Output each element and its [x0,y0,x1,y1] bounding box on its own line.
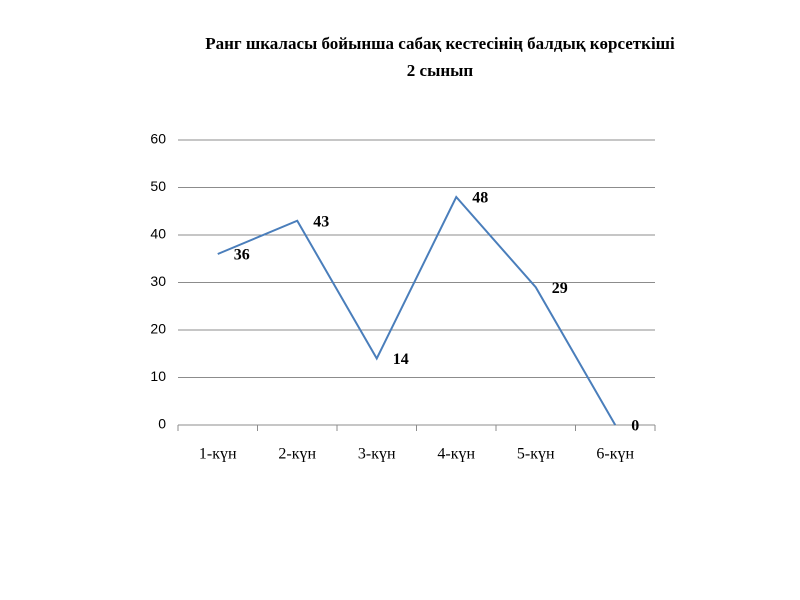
data-label: 0 [631,418,639,435]
data-line [217,195,617,426]
y-tick-label: 60 [150,131,166,147]
y-tick-label: 30 [150,273,166,289]
x-tick-label: 3-күн [358,446,396,463]
y-tick-label: 50 [150,178,166,194]
y-tick-label: 20 [150,321,166,337]
y-tick-label: 10 [150,368,166,384]
data-label: 14 [393,351,409,368]
data-label: 29 [552,280,568,297]
chart-title: Ранг шкаласы бойынша сабақ кестесінің ба… [205,34,675,53]
y-tick-label: 40 [150,226,166,242]
data-label: 36 [234,247,250,264]
y-tick-label: 0 [158,416,166,432]
data-label: 43 [313,213,329,230]
x-tick-label: 5-күн [517,446,555,463]
data-label: 48 [472,190,488,207]
x-tick-label: 6-күн [596,446,634,463]
x-tick-label: 1-күн [199,446,237,463]
chart-subtitle: 2 сынып [407,61,474,80]
x-tick-label: 2-күн [278,446,316,463]
x-tick-label: 4-күн [437,446,475,463]
